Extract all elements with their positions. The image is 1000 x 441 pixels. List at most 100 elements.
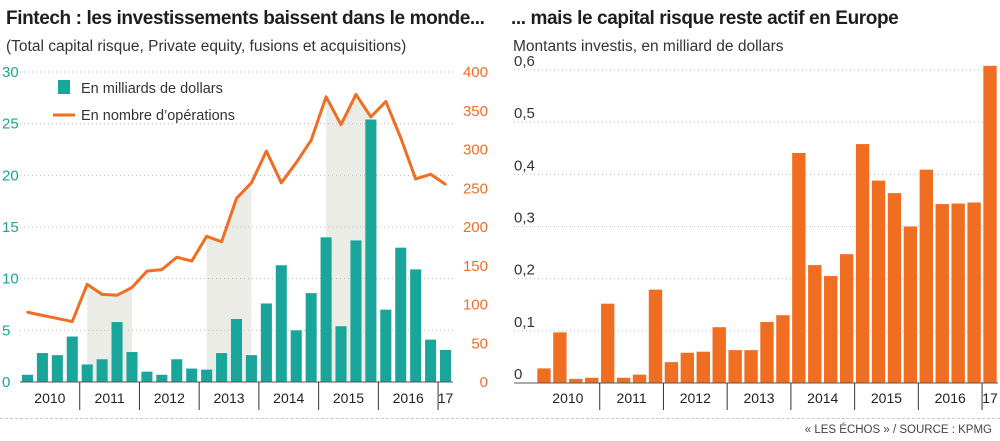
bar-europe-vc: [553, 332, 567, 383]
bar-billion-usd: [156, 374, 168, 382]
right-chart-subtitle: Montants investis, en milliard de dollar…: [513, 38, 784, 55]
line-point-deals: [85, 283, 89, 286]
left-chart-panel: Fintech : les investissements baissent d…: [2, 8, 488, 410]
bar-europe-vc: [967, 202, 981, 383]
legend-label-line: En nombre d’opérations: [81, 108, 235, 124]
right-chart-panel: ... mais le capital risque reste actif e…: [506, 0, 1000, 441]
bar-europe-vc: [696, 351, 710, 383]
x-period-label: 17: [982, 390, 998, 406]
bar-billion-usd: [126, 352, 138, 382]
line-point-deals: [309, 139, 313, 142]
bar-billion-usd: [380, 309, 392, 382]
line-point-deals: [369, 115, 373, 119]
line-point-deals: [160, 268, 164, 271]
y-tick-label: 0,6: [514, 53, 535, 70]
line-point-deals: [280, 181, 283, 185]
line-point-deals: [339, 123, 343, 126]
left-chart-subtitle: (Total capital risque, Private equity, f…: [6, 38, 407, 55]
source-credit: « LES ÉCHOS » / SOURCE : KPMG: [804, 424, 992, 436]
bar-billion-usd: [66, 336, 78, 382]
y-right-tick-label: 100: [463, 297, 488, 314]
bar-europe-vc: [664, 362, 679, 383]
line-point-deals: [295, 161, 298, 164]
bar-billion-usd: [216, 353, 228, 382]
bar-billion-usd: [36, 353, 48, 382]
line-point-deals: [145, 269, 149, 273]
y-right-tick-label: 250: [463, 180, 488, 197]
y-left-tick-label: 5: [2, 322, 10, 339]
y-right-tick-label: 400: [463, 64, 488, 81]
line-point-deals: [26, 311, 29, 314]
bar-billion-usd: [111, 322, 123, 382]
bar-europe-vc: [744, 350, 758, 383]
line-point-deals: [384, 100, 388, 103]
x-period-label: 2011: [95, 390, 125, 406]
x-period-label: 2014: [273, 390, 304, 406]
y-tick-label: 0: [514, 366, 522, 383]
bar-billion-usd: [395, 247, 407, 382]
bar-billion-usd: [260, 303, 272, 382]
bar-billion-usd: [410, 269, 422, 382]
line-point-deals: [399, 136, 402, 140]
bar-europe-vc: [569, 378, 583, 383]
y-right-tick-label: 150: [463, 258, 488, 275]
bar-europe-vc: [951, 203, 965, 383]
y-left-tick-label: 30: [2, 64, 19, 81]
bar-billion-usd: [186, 368, 198, 382]
bar-billion-usd: [51, 355, 63, 382]
line-point-deals: [100, 293, 104, 296]
x-period-label: 2016: [935, 390, 966, 406]
shaded-band-2015: [326, 94, 371, 382]
y-right-tick-label: 0: [480, 374, 488, 391]
bar-europe-vc: [839, 254, 854, 383]
line-point-deals: [414, 177, 417, 181]
y-right-tick-label: 350: [463, 103, 488, 120]
line-point-deals: [190, 259, 193, 263]
bar-billion-usd: [21, 374, 33, 382]
y-right-tick-label: 50: [471, 335, 488, 352]
bar-billion-usd: [141, 371, 153, 382]
x-period-label: 17: [438, 390, 454, 406]
bar-europe-vc: [824, 276, 838, 383]
line-point-deals: [56, 317, 59, 320]
x-period-label: 2010: [552, 390, 583, 406]
bar-europe-vc: [616, 377, 631, 383]
y-left-tick-label: 15: [2, 219, 19, 236]
bar-billion-usd: [335, 326, 347, 382]
bar-europe-vc: [648, 289, 663, 383]
line-point-deals: [444, 183, 447, 186]
line-point-deals: [220, 240, 223, 243]
y-tick-label: 0,4: [514, 157, 535, 174]
x-period-label: 2011: [617, 390, 647, 406]
x-period-label: 2013: [213, 390, 244, 406]
bar-europe-vc: [585, 377, 599, 383]
y-left-tick-label: 25: [2, 116, 19, 133]
line-point-deals: [115, 294, 119, 297]
bar-europe-vc: [760, 321, 774, 383]
shaded-band-2013: [206, 182, 252, 382]
bar-europe-vc: [903, 226, 918, 383]
bar-billion-usd: [350, 240, 362, 382]
y-left-tick-label: 20: [2, 167, 19, 184]
bar-europe-vc: [919, 169, 934, 383]
y-tick-label: 0,5: [514, 105, 535, 122]
line-point-deals: [235, 197, 238, 200]
bar-europe-vc: [983, 65, 997, 384]
footer-divider: [0, 418, 1000, 419]
line-point-deals: [71, 320, 74, 323]
bar-europe-vc: [887, 193, 902, 383]
y-tick-label: 0,3: [514, 210, 535, 227]
bar-europe-vc: [600, 303, 615, 383]
line-point-deals: [324, 95, 328, 99]
right-chart-title: ... mais le capital risque reste actif e…: [511, 8, 899, 29]
x-period-label: 2015: [333, 390, 364, 406]
line-point-deals: [429, 173, 432, 176]
y-left-tick-label: 10: [2, 271, 19, 288]
bar-billion-usd: [230, 318, 243, 382]
legend-label-bars: En milliards de dollars: [81, 81, 223, 97]
bar-europe-vc: [632, 374, 647, 383]
bar-europe-vc: [776, 315, 790, 383]
left-chart-title: Fintech : les investissements baissent d…: [6, 8, 485, 29]
y-right-tick-label: 300: [463, 142, 488, 159]
bar-billion-usd: [245, 355, 257, 382]
